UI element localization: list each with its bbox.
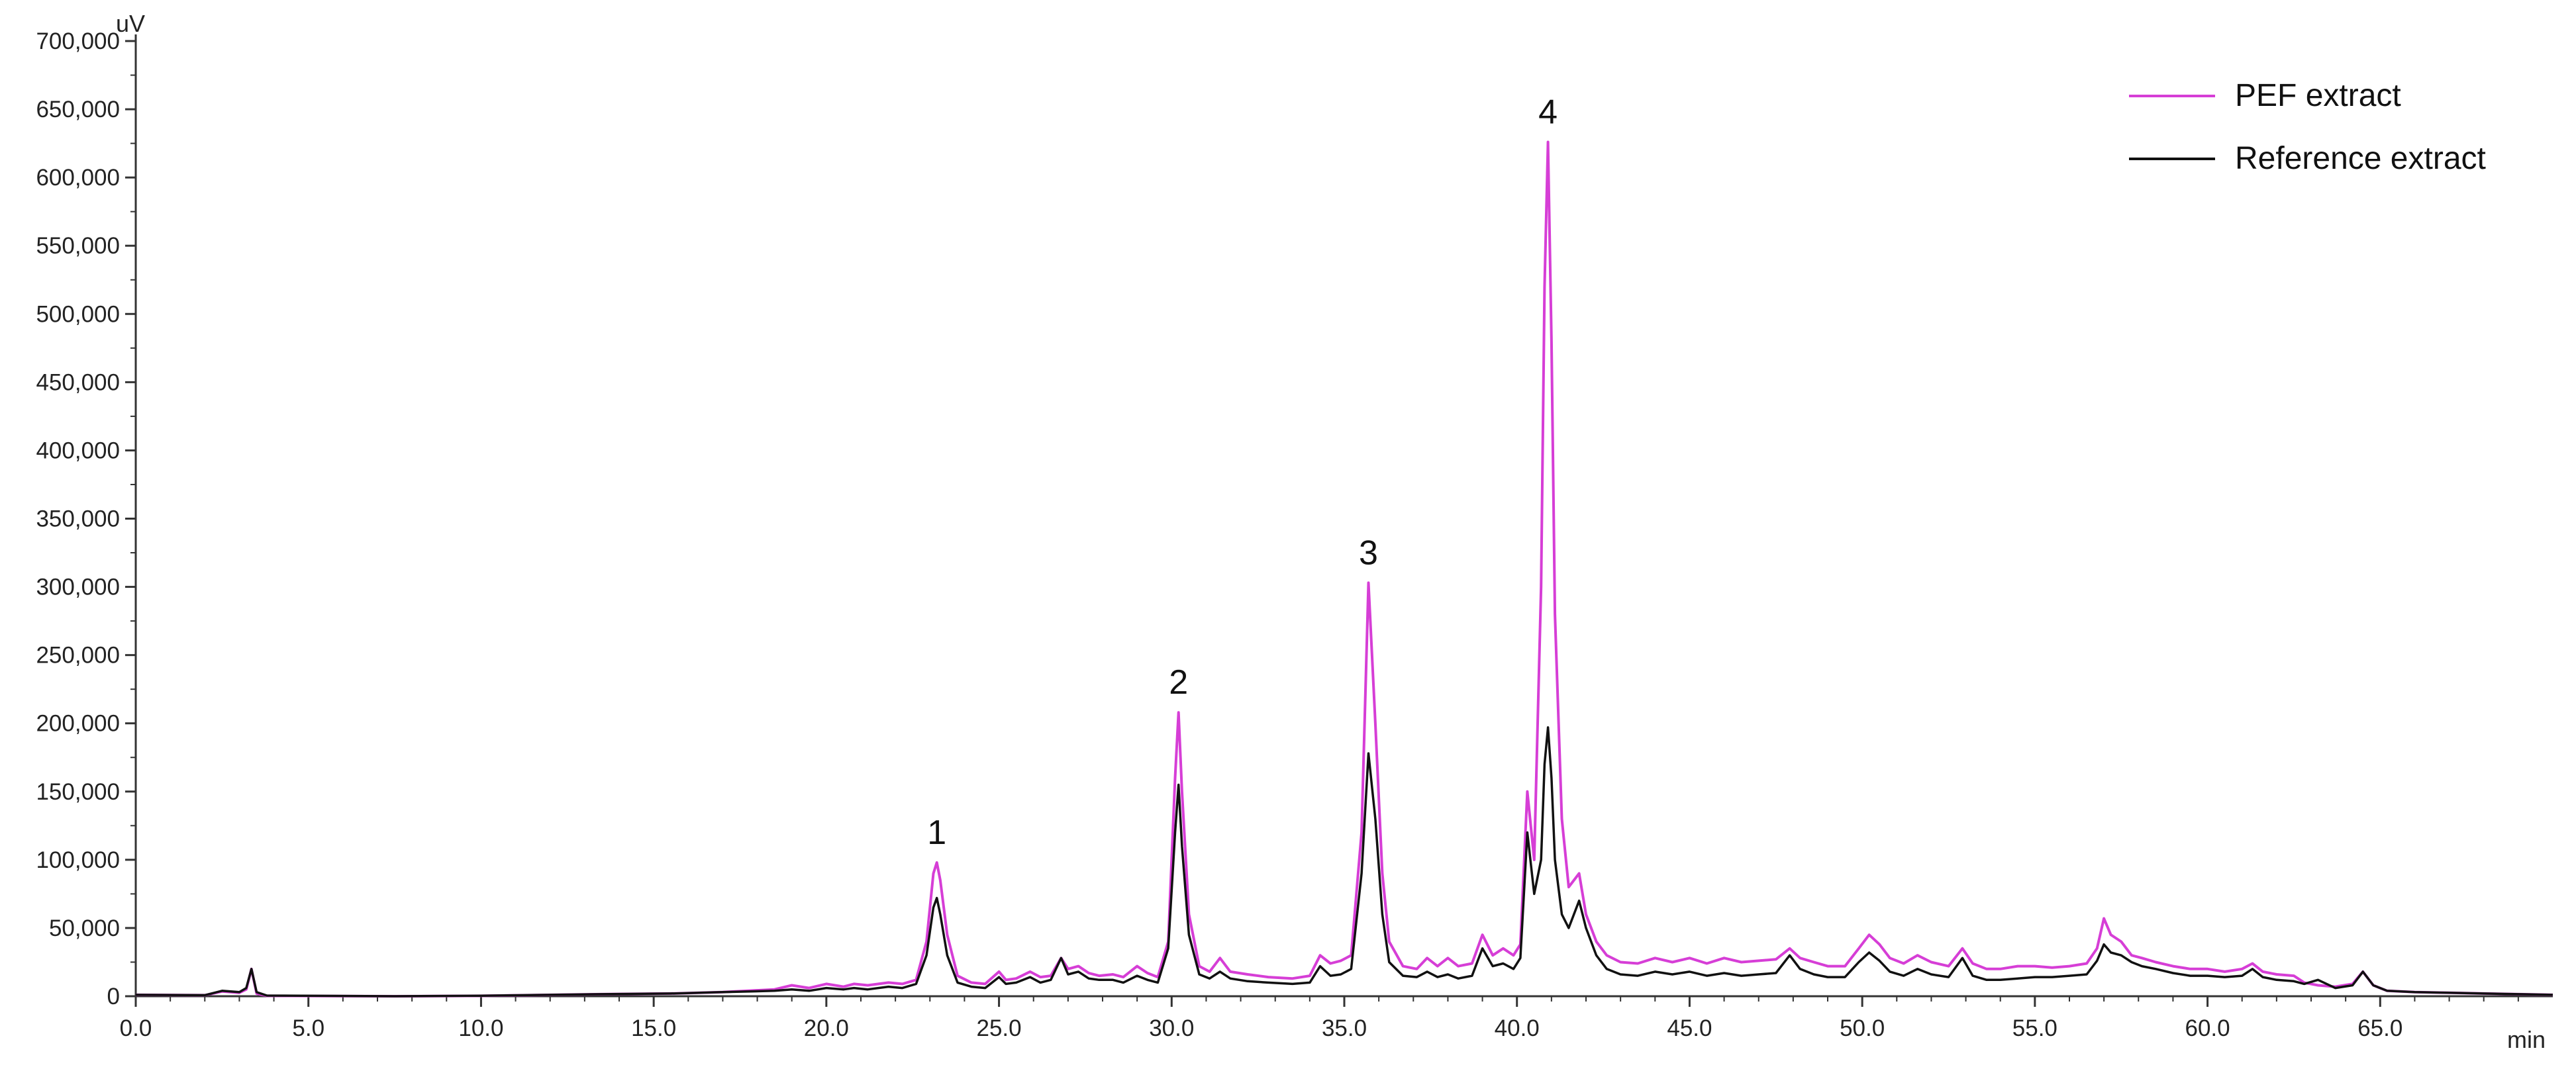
peak-annotations: 1 2 3 4 xyxy=(927,93,1558,852)
x-tick-label: 0.0 xyxy=(120,1015,152,1041)
x-tick-label: 60.0 xyxy=(2185,1015,2230,1041)
x-tick-label: 15.0 xyxy=(631,1015,676,1041)
y-tick-label: 400,000 xyxy=(36,438,120,463)
x-tick-label: 55.0 xyxy=(2012,1015,2057,1041)
x-axis-unit-label: min xyxy=(2507,1026,2546,1053)
series-line-pef xyxy=(135,140,2553,998)
peak-label-2: 2 xyxy=(1169,663,1188,702)
x-tick-label: 65.0 xyxy=(2357,1015,2403,1041)
y-axis-unit-label: uV xyxy=(116,10,145,37)
y-tick-label: 50,000 xyxy=(49,915,120,941)
y-tick-label: 200,000 xyxy=(36,711,120,737)
series-line-reference xyxy=(135,726,2553,998)
x-tick-label: 45.0 xyxy=(1667,1015,1712,1041)
y-tick-label: 250,000 xyxy=(36,643,120,669)
y-tick-label: 300,000 xyxy=(36,575,120,600)
legend: PEF extract Reference extract xyxy=(2129,78,2486,176)
y-tick-label: 350,000 xyxy=(36,506,120,532)
x-tick-label: 20.0 xyxy=(804,1015,849,1041)
peak-label-1: 1 xyxy=(927,814,946,852)
y-tick-label: 150,000 xyxy=(36,779,120,805)
legend-label-reference: Reference extract xyxy=(2235,141,2486,176)
y-tick-label: 450,000 xyxy=(36,369,120,395)
y-axis: 0 50,000 100,000 150,000 200,000 250,000 300,0… xyxy=(36,28,137,1009)
y-tick-label: 500,000 xyxy=(36,301,120,327)
x-tick-label: 40.0 xyxy=(1495,1015,1540,1041)
y-tick-label: 600,000 xyxy=(36,165,120,191)
legend-label-pef: PEF extract xyxy=(2235,78,2401,113)
x-tick-label: 10.0 xyxy=(458,1015,503,1041)
y-tick-label: 650,000 xyxy=(36,97,120,122)
x-tick-label: 35.0 xyxy=(1322,1015,1367,1041)
peak-label-3: 3 xyxy=(1359,534,1378,572)
x-tick-label: 50.0 xyxy=(1840,1015,1885,1041)
y-tick-label: 700,000 xyxy=(36,28,120,54)
y-tick-label: 0 xyxy=(107,984,120,1009)
y-tick-label: 550,000 xyxy=(36,233,120,259)
series-lines xyxy=(135,140,2553,998)
x-tick-label: 5.0 xyxy=(292,1015,324,1041)
peak-label-4: 4 xyxy=(1538,93,1558,132)
x-tick-label: 25.0 xyxy=(977,1015,1022,1041)
x-tick-label: 30.0 xyxy=(1149,1015,1194,1041)
y-tick-label: 100,000 xyxy=(36,847,120,873)
